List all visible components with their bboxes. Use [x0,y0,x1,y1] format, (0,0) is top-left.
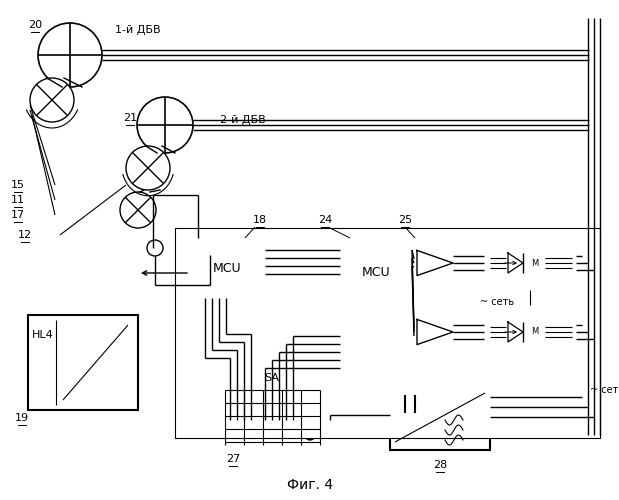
Text: 28: 28 [433,460,447,470]
Text: 11: 11 [11,195,25,205]
Circle shape [525,253,545,273]
Bar [414,316,456,348]
Bar [344,242,408,304]
Text: 20: 20 [28,20,42,30]
Circle shape [233,384,241,392]
Bar [414,248,456,278]
Circle shape [226,384,234,392]
Circle shape [126,146,170,190]
Text: M: M [531,258,539,268]
Circle shape [120,192,156,228]
Circle shape [147,240,163,256]
FancyBboxPatch shape [487,239,573,287]
Text: M: M [531,328,539,336]
Circle shape [30,78,74,122]
Circle shape [38,23,102,87]
Text: 15: 15 [11,180,25,190]
Text: 25: 25 [398,215,412,225]
Text: SA: SA [264,373,280,383]
Circle shape [240,384,248,392]
Bar [484,236,576,290]
Circle shape [137,97,193,153]
Text: 21: 21 [123,113,137,123]
Text: 12: 12 [18,230,32,240]
Circle shape [525,322,545,342]
Text: 24: 24 [318,215,332,225]
Text: MCU: MCU [213,262,241,274]
Text: HL4: HL4 [32,330,54,340]
Bar [175,228,600,438]
Bar [340,238,412,308]
Bar [194,242,261,294]
Text: MCU: MCU [361,266,391,280]
Text: 18: 18 [253,215,267,225]
Text: 27: 27 [226,454,240,464]
Bar [390,385,490,450]
Bar [28,315,138,410]
FancyBboxPatch shape [487,308,573,356]
Circle shape [305,430,315,440]
Text: Фиг. 4: Фиг. 4 [287,478,333,492]
Circle shape [247,384,255,392]
Circle shape [267,417,277,427]
Text: 2-й ДБВ: 2-й ДБВ [220,115,266,125]
Bar [190,238,265,298]
Bar [484,305,576,359]
Text: 1-й ДБВ: 1-й ДБВ [115,25,160,35]
Text: 19: 19 [15,413,29,423]
Circle shape [229,404,239,414]
Text: ~ сеть: ~ сеть [480,297,514,307]
Text: ~ сеть: ~ сеть [590,385,619,395]
Text: 17: 17 [11,210,25,220]
